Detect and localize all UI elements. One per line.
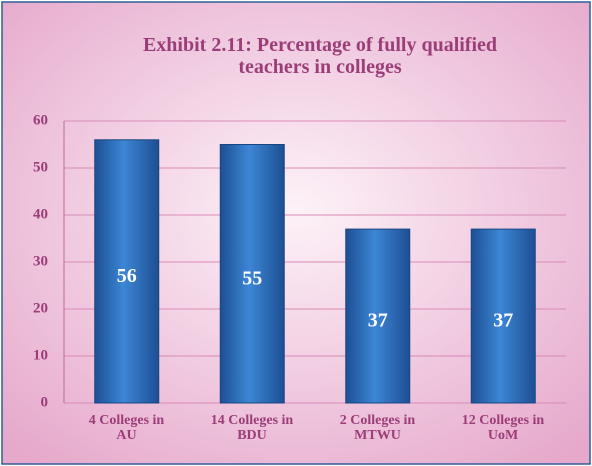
- y-tick-label: 60: [33, 112, 48, 128]
- data-label: 37: [493, 310, 513, 332]
- data-label: 56: [117, 265, 137, 287]
- data-label: 55: [242, 267, 262, 289]
- x-tick-label: 2 Colleges in MTWU: [339, 413, 416, 444]
- y-tick-label: 0: [41, 394, 49, 410]
- chart-title: Exhibit 2.11: Percentage of fully qualif…: [142, 34, 498, 78]
- bar: [219, 144, 285, 404]
- x-tick-label: 12 Colleges in UoM: [461, 413, 545, 444]
- y-tick-label: 20: [33, 300, 48, 316]
- bar: [94, 139, 160, 404]
- bar: [470, 228, 536, 404]
- y-tick-label: 40: [33, 206, 48, 222]
- data-label: 37: [368, 310, 388, 332]
- bar: [345, 228, 411, 404]
- y-tick-label: 50: [33, 159, 48, 175]
- y-tick-label: 30: [33, 253, 48, 269]
- y-tick-label: 10: [33, 347, 48, 363]
- x-tick-label: 4 Colleges in AU: [88, 413, 165, 444]
- x-tick-label: 14 Colleges in BDU: [210, 413, 294, 444]
